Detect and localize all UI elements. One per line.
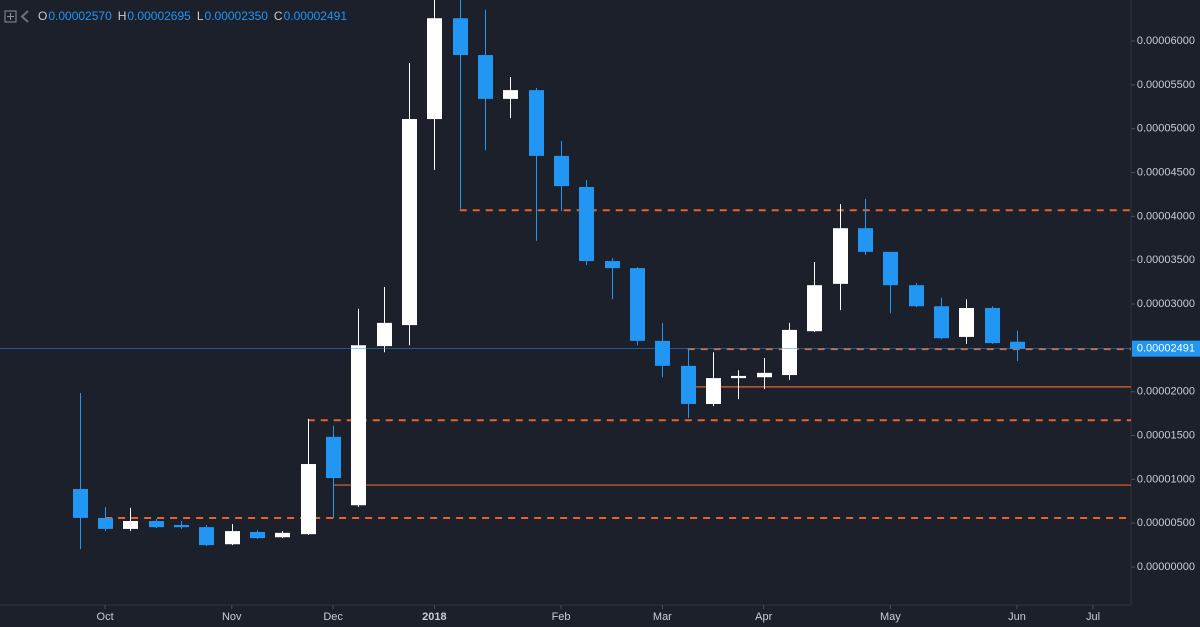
candle-body [225,531,240,545]
expand-icon[interactable] [4,10,17,23]
candle-body [833,228,848,284]
y-tick-label: 0.00004500 [1137,166,1195,178]
header-key: H [118,9,127,23]
candle-body [554,155,569,187]
x-tick-label: Mar [653,611,672,623]
y-tick-label: 0.00002000 [1137,386,1195,398]
candle-body [377,322,392,347]
candle-body [402,119,417,326]
candle-body [250,531,265,539]
candle-body [858,228,873,252]
y-tick-label: 0.00000500 [1137,517,1195,529]
candle-body [275,532,290,538]
collapse-icon[interactable] [20,10,29,23]
candle-body [782,329,797,376]
y-tick-label: 0.00004000 [1137,210,1195,222]
candle-body [1010,341,1025,349]
price-label-box [1132,340,1200,357]
candle-body [503,90,518,99]
candle-body [731,375,746,379]
x-tick-label: Oct [97,611,114,623]
x-tick-label: Jul [1086,611,1100,623]
x-tick-label: Apr [755,611,772,623]
candle-body [985,307,1000,344]
y-tick-label: 0.00006000 [1137,35,1195,47]
header-value: 0.00002491 [284,9,348,23]
candle-body [427,18,442,120]
candle-body [326,436,341,479]
candle-body [757,372,772,378]
x-tick-label: Feb [552,611,571,623]
candle-body [149,521,164,528]
candle-body [301,464,316,535]
candle-body [579,186,594,262]
candle-body [351,345,366,506]
candle-body [98,517,113,529]
candle-body [934,306,949,339]
y-tick-label: 0.00005500 [1137,79,1195,91]
candle-body [174,524,189,528]
header-key: O [38,9,47,23]
header-key: L [197,9,204,23]
candle-body [605,261,620,269]
candle-body [807,285,822,332]
candle-body [959,307,974,337]
x-tick-label: Nov [222,611,242,623]
header-value: 0.00002350 [205,9,269,23]
candle-body [73,489,88,518]
candle-body [706,378,721,404]
x-tick-label: May [880,611,901,623]
candle-body [453,18,468,56]
x-tick-label: Dec [323,611,343,623]
x-tick-label: 2018 [422,611,446,623]
header-icons [4,10,29,23]
candle-body [655,340,670,366]
candle-body [630,268,645,341]
candle-body [123,521,138,529]
y-tick-label: 0.00001000 [1137,473,1195,485]
candle-body [529,90,544,156]
y-tick-label: 0.00003000 [1137,298,1195,310]
y-tick-label: 0.00003500 [1137,254,1195,266]
candle-body [478,55,493,99]
price-label: 0.00002491 [1137,343,1195,355]
header-value: 0.00002570 [48,9,112,23]
y-tick-label: 0.00001500 [1137,429,1195,441]
header-value: 0.00002695 [127,9,191,23]
y-tick-label: 0.00000000 [1137,561,1195,573]
y-tick-label: 0.00005000 [1137,123,1195,135]
header-key: C [274,9,283,23]
x-tick-label: Jun [1008,611,1026,623]
candle-body [909,285,924,307]
candle-body [681,365,696,404]
candle-body [883,251,898,286]
candle-body [199,527,214,546]
